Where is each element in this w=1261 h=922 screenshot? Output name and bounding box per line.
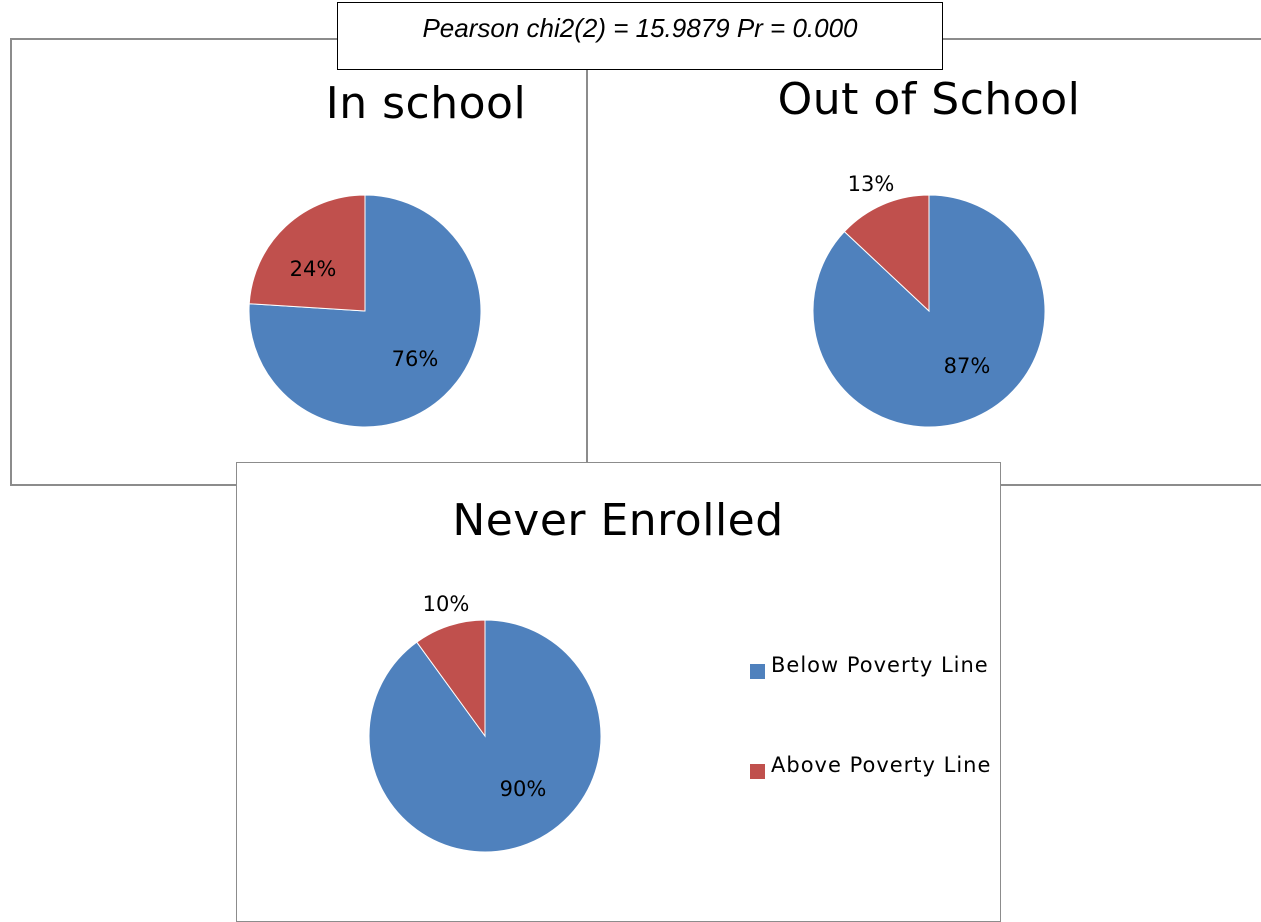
data-label-out-of-school-above: 13% <box>848 172 895 196</box>
frame-bottom-left-line <box>10 484 238 486</box>
chart-title-out-of-school: Out of School <box>777 74 1081 125</box>
pie-slice-never-enrolled-above <box>416 619 486 738</box>
frame-top-right-line <box>942 38 1261 40</box>
data-label-out-of-school-below: 87% <box>944 354 991 378</box>
frame-top-left-line <box>10 38 338 40</box>
legend-swatch-above <box>750 764 765 779</box>
data-label-in-school-above: 24% <box>290 257 337 281</box>
frame-bottom-right-line <box>1000 484 1261 486</box>
frame-divider-line <box>586 70 588 463</box>
frame-left-line <box>10 38 12 485</box>
data-label-never-enrolled-above: 10% <box>423 592 470 616</box>
data-label-never-enrolled-below: 90% <box>500 777 547 801</box>
chart-title-in-school: In school <box>325 78 527 129</box>
never-enrolled-panel <box>236 462 1001 922</box>
pie-charts: 76% 24% 87% 13% 90% 10% <box>248 172 1046 853</box>
legend-swatch-below <box>750 664 765 679</box>
pie-slice-in-school-above <box>248 194 366 312</box>
chi-square-label: Pearson chi2(2) = 15.9879 Pr = 0.000 <box>422 13 858 43</box>
legend-item-above: Above Poverty Line <box>750 753 1001 785</box>
data-label-in-school-below: 76% <box>392 347 439 371</box>
pie-slice-out-of-school-above <box>843 194 930 313</box>
legend-item-below: Below Poverty Line <box>750 653 1001 685</box>
legend-label-above: Above Poverty Line <box>771 753 992 777</box>
chart-title-never-enrolled: Never Enrolled <box>452 495 784 546</box>
pie-slice-in-school-below <box>248 194 482 428</box>
chi-square-box: Pearson chi2(2) = 15.9879 Pr = 0.000 <box>337 2 943 70</box>
legend-label-below: Below Poverty Line <box>771 653 989 677</box>
